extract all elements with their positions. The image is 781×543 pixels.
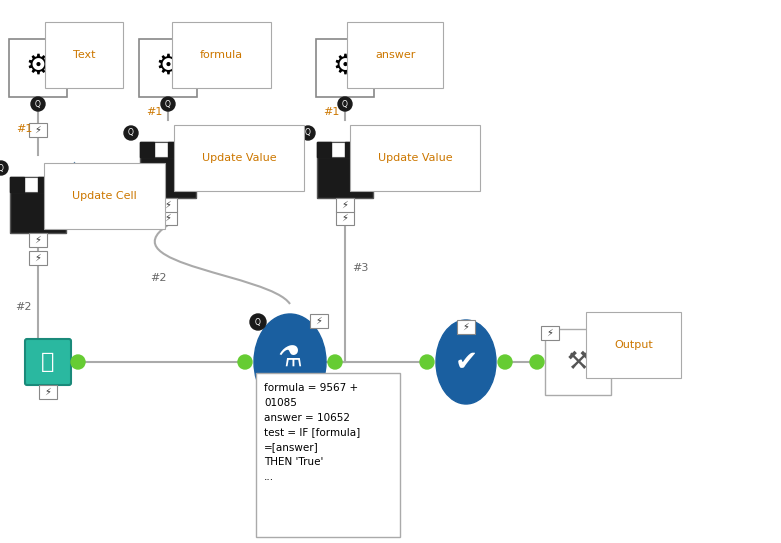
Text: ⚡: ⚡ xyxy=(34,124,41,135)
Text: #1: #1 xyxy=(16,124,32,135)
FancyBboxPatch shape xyxy=(9,39,67,97)
Ellipse shape xyxy=(254,314,326,410)
FancyBboxPatch shape xyxy=(25,339,71,385)
Polygon shape xyxy=(345,142,359,157)
FancyBboxPatch shape xyxy=(140,142,196,157)
FancyBboxPatch shape xyxy=(159,211,177,225)
FancyBboxPatch shape xyxy=(10,177,66,192)
FancyBboxPatch shape xyxy=(336,211,354,225)
FancyBboxPatch shape xyxy=(317,142,373,198)
Circle shape xyxy=(498,355,512,369)
FancyBboxPatch shape xyxy=(29,251,47,265)
FancyBboxPatch shape xyxy=(29,123,47,136)
Polygon shape xyxy=(168,142,182,157)
FancyBboxPatch shape xyxy=(29,233,47,247)
Circle shape xyxy=(0,161,8,175)
Circle shape xyxy=(238,355,252,369)
Text: ⚡: ⚡ xyxy=(547,328,554,338)
FancyBboxPatch shape xyxy=(139,39,197,97)
Text: formula: formula xyxy=(200,50,243,60)
Text: ⚡: ⚡ xyxy=(341,213,348,223)
Text: #1: #1 xyxy=(323,107,339,117)
Circle shape xyxy=(420,355,434,369)
Circle shape xyxy=(301,126,315,140)
FancyBboxPatch shape xyxy=(140,142,196,198)
Circle shape xyxy=(124,126,138,140)
Text: #2: #2 xyxy=(15,302,31,312)
Circle shape xyxy=(31,97,45,111)
Polygon shape xyxy=(140,142,154,157)
FancyBboxPatch shape xyxy=(541,326,559,340)
Text: Update Value: Update Value xyxy=(378,153,453,163)
Circle shape xyxy=(328,355,342,369)
Text: ⚡: ⚡ xyxy=(462,322,469,332)
FancyBboxPatch shape xyxy=(10,177,66,233)
Text: ⚗: ⚗ xyxy=(277,345,302,373)
Ellipse shape xyxy=(436,320,496,404)
Text: Q: Q xyxy=(255,318,261,326)
Text: ⚙: ⚙ xyxy=(26,52,51,80)
Text: #2: #2 xyxy=(150,273,166,283)
Text: #1: #1 xyxy=(146,107,162,117)
Text: ⚡: ⚡ xyxy=(165,213,172,223)
Text: Q: Q xyxy=(35,99,41,109)
Text: ⚡: ⚡ xyxy=(316,316,323,326)
FancyBboxPatch shape xyxy=(545,329,611,395)
Text: ⚡: ⚡ xyxy=(341,200,348,210)
Text: #3: #3 xyxy=(351,263,368,273)
Text: ⚙: ⚙ xyxy=(155,52,180,80)
Text: Output: Output xyxy=(614,340,653,350)
Text: Update Cell: Update Cell xyxy=(72,191,137,201)
FancyBboxPatch shape xyxy=(256,373,400,537)
Text: Q: Q xyxy=(342,99,348,109)
Circle shape xyxy=(530,355,544,369)
Text: ⚡: ⚡ xyxy=(34,235,41,245)
Text: ⚙: ⚙ xyxy=(333,52,358,80)
Text: ⚡: ⚡ xyxy=(45,387,52,397)
Text: Q: Q xyxy=(305,129,311,137)
Circle shape xyxy=(71,355,85,369)
Text: ⚒: ⚒ xyxy=(567,350,589,374)
FancyBboxPatch shape xyxy=(457,320,475,334)
Text: ⚡: ⚡ xyxy=(34,253,41,263)
FancyBboxPatch shape xyxy=(310,314,328,328)
Circle shape xyxy=(338,97,352,111)
FancyBboxPatch shape xyxy=(316,39,374,97)
Text: 📖: 📖 xyxy=(41,352,55,372)
Polygon shape xyxy=(317,142,331,157)
Text: ⚡: ⚡ xyxy=(165,200,172,210)
Text: Q: Q xyxy=(0,163,4,173)
FancyBboxPatch shape xyxy=(336,198,354,212)
Text: answer: answer xyxy=(375,50,415,60)
Circle shape xyxy=(250,314,266,330)
Text: Q: Q xyxy=(165,99,171,109)
Text: formula = 9567 +
01085
answer = 10652
test = IF [formula]
=[answer]
THEN 'True'
: formula = 9567 + 01085 answer = 10652 te… xyxy=(264,383,360,482)
FancyBboxPatch shape xyxy=(159,198,177,212)
Polygon shape xyxy=(10,177,24,192)
FancyBboxPatch shape xyxy=(39,385,57,399)
FancyBboxPatch shape xyxy=(317,142,373,157)
Text: Update Value: Update Value xyxy=(202,153,276,163)
Text: ✔: ✔ xyxy=(455,348,478,376)
Text: Q: Q xyxy=(128,129,134,137)
Polygon shape xyxy=(38,177,52,192)
Text: Text: Text xyxy=(73,50,95,60)
Circle shape xyxy=(161,97,175,111)
